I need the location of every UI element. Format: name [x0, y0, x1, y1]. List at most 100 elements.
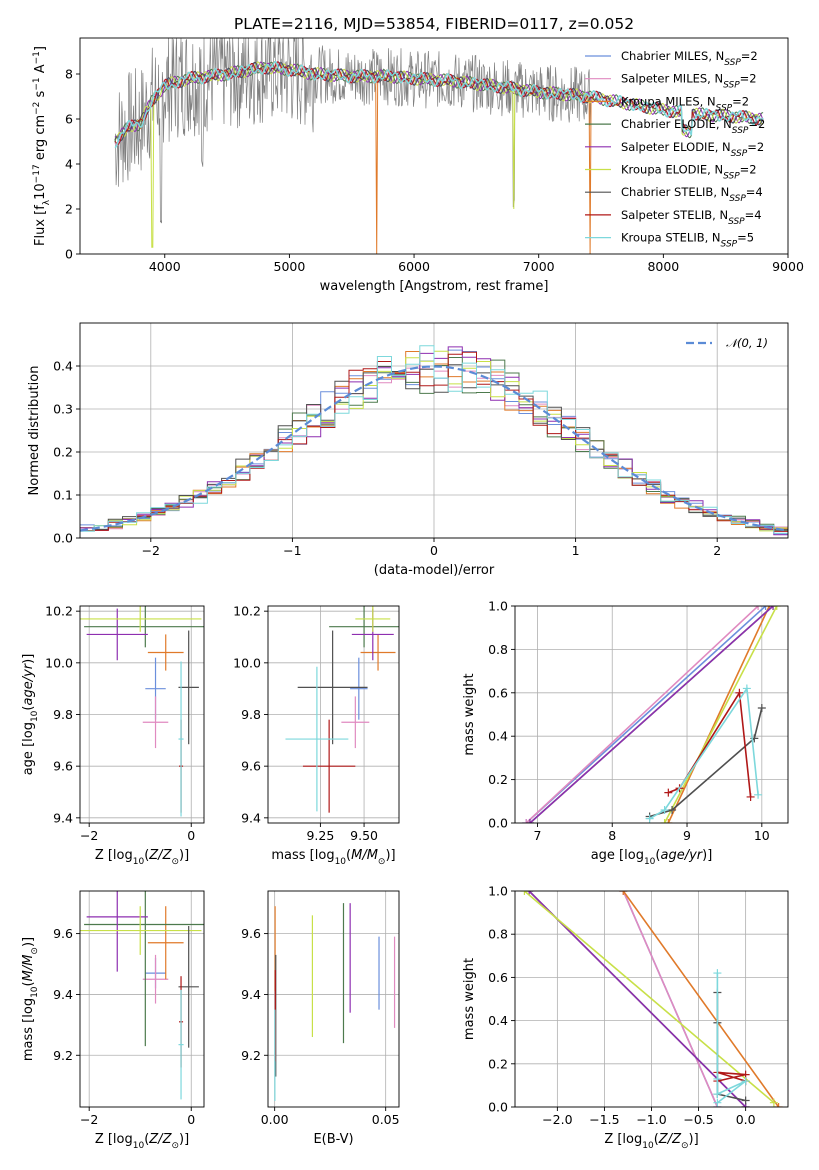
xaxis-label-part: )] [702, 848, 712, 863]
errorbar-point [84, 891, 204, 1047]
residuals-axes: −2 −1 0 1 2 0.0 0.1 0.2 0.3 0.4 𝒩(0, 1) (data-model… [27, 322, 789, 578]
legend-label-part: SSP [731, 149, 748, 159]
marker-plus [660, 805, 669, 814]
xaxis-label-part: M/M [351, 848, 378, 863]
line-kroupa-miles [667, 606, 771, 823]
xaxis-label-part: 10 [642, 1141, 654, 1151]
xaxis-label-part: ⊙ [378, 857, 386, 867]
xaxis-label-part: Z/Z [658, 1132, 682, 1147]
yaxis-label-part: erg cm [33, 115, 48, 164]
marker-plus [525, 891, 534, 895]
age_vs_mass-xtick-label: 9.25 [306, 828, 334, 843]
xaxis-label-part: Z [log [95, 848, 133, 863]
xaxis-label-part: age/yr [660, 848, 703, 863]
legend-label: Kroupa STELIB, NSSP=5 [621, 231, 754, 250]
legend-label-part: SSP [724, 58, 741, 68]
marker-plus [774, 1103, 783, 1107]
errorbar-point [360, 634, 396, 671]
xaxis-label-part: ( [144, 1132, 149, 1147]
mass_weight_vs_Z-ytick-label: 0.8 [488, 927, 508, 942]
yaxis-label-part: −1 [32, 77, 42, 90]
mass_vs_EBV-border [267, 890, 400, 1108]
marker-plus [713, 1098, 722, 1107]
errorbar-point [86, 891, 148, 972]
spectrum-xtick-label: 9000 [772, 259, 804, 274]
legend-label-part: SSP [716, 103, 733, 113]
line-kroupa-elodie [663, 606, 778, 823]
mass_weight_vs_Z-ytick-label: 0.2 [488, 1056, 508, 1071]
spectrum-ytick-label: 2 [65, 202, 73, 217]
legend-label-part: =2 [740, 72, 757, 86]
errorbar-point [80, 906, 202, 955]
mass_weight_vs_age-ytick-label: 0.0 [488, 816, 508, 831]
histogram-kroupa-stelib [80, 345, 788, 534]
marker-plus [660, 819, 669, 823]
marker-plus [619, 891, 628, 895]
line-salpeter-elodie [529, 606, 774, 823]
legend-label-part: SSP [729, 194, 746, 204]
mass_weight_vs_Z-frame: −2.0 −1.5 −1.0 −0.5 0.0 0.0 0.2 0.4 0.6 0.8 1.0 mas… [462, 884, 789, 1151]
age_vs_mass-ytick-label: 9.8 [241, 707, 261, 722]
mass_weight_vs_age-border [514, 605, 789, 824]
legend-label: Chabrier MILES, NSSP=2 [621, 49, 758, 68]
mass_weight_vs_Z-xtick-label: −1.5 [589, 1112, 619, 1127]
spectrum-ytick-label: 4 [65, 157, 73, 172]
legend-label-part: Salpeter ELODIE, N [621, 140, 731, 154]
marker-plus [757, 703, 766, 712]
residuals-xtick-label: 0 [430, 543, 438, 558]
mass_vs_EBV-ytick-label: 9.6 [241, 926, 261, 941]
age_vs_mass-ytick-label: 9.6 [241, 759, 261, 774]
mass_vs_EBV-plot-area [274, 903, 396, 1101]
xaxis-label-part: Z [log [95, 1132, 133, 1147]
mass_weight_vs_age-plot-area [522, 606, 781, 823]
xaxis-label-part: )] [179, 848, 189, 863]
errorbar-point [178, 925, 199, 1048]
yaxis-label-part: 10 [30, 986, 40, 998]
yaxis-label: Flux [fλ10−17 erg cm−2 s−1 A−1] [32, 46, 52, 246]
xaxis-label-part: Z [log [604, 1132, 642, 1147]
mass_weight_vs_age-ytick-label: 0.8 [488, 642, 508, 657]
spectrum-xtick-label: 8000 [647, 259, 679, 274]
xaxis-label: age [log10(age/yr)] [591, 848, 713, 867]
legend-label-part: SSP [721, 240, 738, 250]
line-salpeter-miles [622, 891, 719, 1107]
residuals-plot-area [80, 345, 788, 536]
xaxis-label: Z [log10(Z/Z⊙)] [604, 1132, 698, 1151]
xaxis-label: (data-model)/error [374, 563, 495, 578]
line-salpeter-elodie [528, 891, 747, 1107]
mass_weight_vs_Z-ytick-label: 0.4 [488, 1013, 508, 1028]
residuals-ytick-label: 0.3 [53, 402, 73, 417]
xaxis-label-part: mass [log [271, 848, 334, 863]
line-salpeter-stelib [668, 690, 752, 798]
residuals-ytick-label: 0.1 [53, 488, 73, 503]
errorbar-point [329, 606, 399, 648]
residuals-xtick-label: 2 [713, 543, 721, 558]
age_vs_mass-ytick-label: 9.4 [241, 810, 261, 825]
xaxis-label: wavelength [Angstrom, rest frame] [320, 279, 549, 294]
marker-plus [668, 805, 677, 814]
errorbar-point [86, 608, 148, 661]
xaxis-label-part: ⊙ [171, 1141, 179, 1151]
legend-label: Chabrier ELODIE, NSSP=2 [621, 117, 765, 136]
yaxis-label-part: −17 [32, 164, 42, 183]
yaxis-label-part: ( [21, 981, 36, 986]
spectrum-plot-area [114, 38, 764, 254]
yaxis-label-part: A [33, 64, 48, 77]
residuals-ytick-label: 0.4 [53, 359, 73, 374]
legend-label: Kroupa MILES, NSSP=2 [621, 94, 749, 113]
age_vs_Z-ytick-label: 10.2 [45, 604, 73, 619]
age_vs_Z-grid [80, 606, 204, 823]
mass_weight_vs_Z-ytick-label: 0.0 [488, 1100, 508, 1115]
marker-plus [713, 1074, 722, 1083]
xaxis-label-part: 10 [335, 857, 347, 867]
mass_vs_EBV-xtick-label: 0.05 [372, 1112, 400, 1127]
mass_vs_Z-xtick-label: 0 [187, 1112, 195, 1127]
yaxis-label-part: mass [log [21, 998, 36, 1061]
errorbar-point [297, 630, 368, 745]
line-kroupa-miles [622, 891, 780, 1107]
xaxis-label-part: ⊙ [171, 857, 179, 867]
yaxis-label-part: −1 [32, 51, 42, 64]
spectrum-xtick-label: 6000 [398, 259, 430, 274]
yaxis-label: age [log10(age/yr)] [21, 654, 40, 776]
